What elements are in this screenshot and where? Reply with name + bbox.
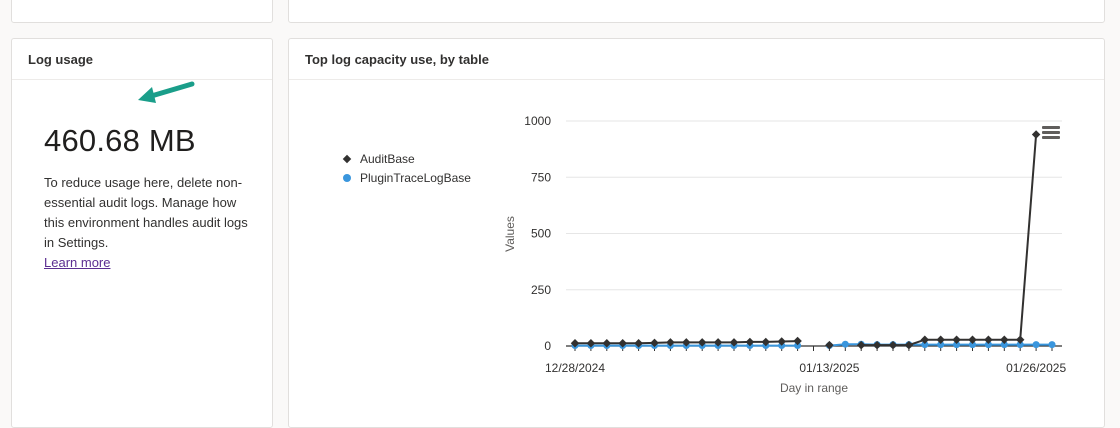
description-text: To reduce usage here, delete non-essenti… — [44, 175, 248, 250]
legend-label: PluginTraceLogBase — [360, 170, 471, 185]
hamburger-menu-icon[interactable] — [1042, 126, 1060, 140]
dot-marker-icon — [343, 173, 351, 182]
top-card-left-partial — [11, 0, 273, 23]
chart-legend: AuditBase PluginTraceLogBase — [342, 149, 471, 187]
card-divider — [12, 79, 272, 80]
log-usage-description: To reduce usage here, delete non-essenti… — [44, 173, 254, 273]
legend-label: AuditBase — [360, 151, 415, 166]
log-usage-title: Log usage — [28, 52, 94, 67]
log-usage-card: Log usage 460.68 MB To reduce usage here… — [11, 38, 273, 428]
log-capacity-title: Top log capacity use, by table — [305, 52, 489, 67]
legend-item-plugintracelogbase[interactable]: PluginTraceLogBase — [343, 168, 471, 187]
learn-more-link[interactable]: Learn more — [44, 255, 111, 270]
log-capacity-card: Top log capacity use, by table AuditBase… — [288, 38, 1105, 428]
card-divider — [289, 79, 1104, 80]
legend-item-auditbase[interactable]: AuditBase — [342, 149, 471, 168]
diamond-marker-icon — [342, 154, 352, 163]
top-card-right-partial — [288, 0, 1105, 23]
log-usage-value: 460.68 MB — [44, 123, 196, 158]
arrow-icon — [138, 81, 195, 103]
